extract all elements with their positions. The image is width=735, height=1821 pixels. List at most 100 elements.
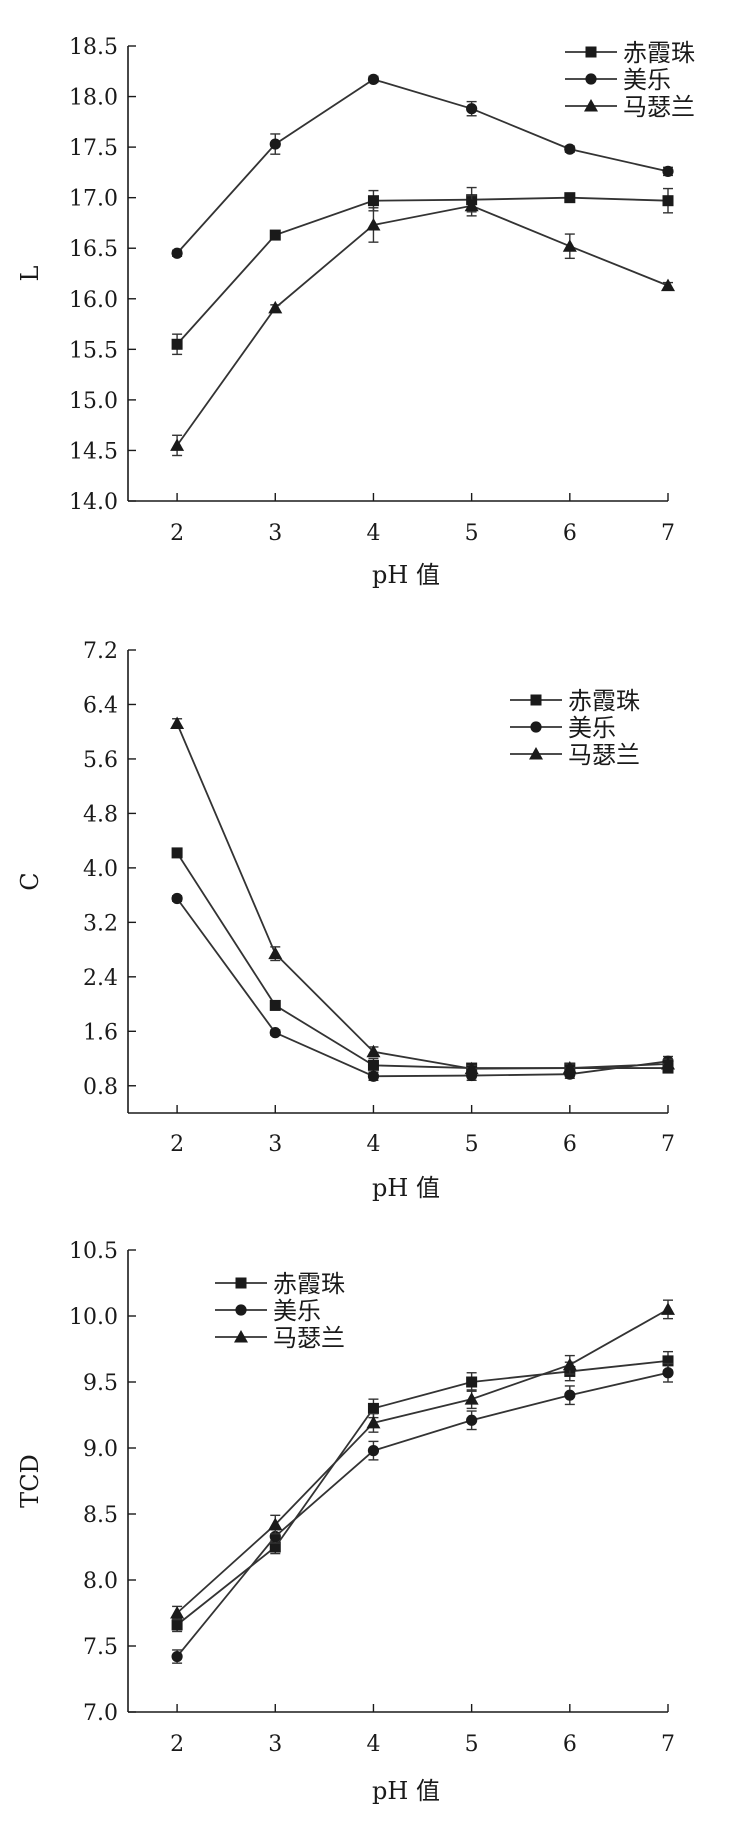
legend-item: 马瑟兰 [215,1324,345,1352]
data-point [662,1367,674,1379]
y-axis-title: L [16,265,44,281]
y-tick-label: 10.5 [69,1239,118,1264]
x-tick-label: 2 [170,521,184,546]
legend-label: 马瑟兰 [623,93,695,121]
legend-item: 马瑟兰 [565,93,695,121]
data-point [269,138,281,150]
data-point [661,278,675,292]
legend-item: 赤霞珠 [510,687,640,715]
x-axis-title: pH 值 [372,561,440,589]
y-tick-label: 15.0 [69,389,118,414]
x-axis-title: pH 值 [372,1174,440,1202]
y-tick-label: 8.5 [83,1503,118,1528]
y-tick-label: 18.5 [69,35,118,60]
legend-label: 美乐 [273,1297,321,1325]
data-point [661,1302,675,1315]
data-point [466,103,478,115]
series-square [171,1350,674,1633]
legend-item: 马瑟兰 [510,741,640,769]
x-tick-label: 5 [465,1132,479,1157]
legend-marker [585,73,597,85]
series-circle [171,1362,674,1664]
data-point [171,247,183,259]
y-tick-label: 8.0 [83,1569,118,1594]
legend-item: 美乐 [215,1297,321,1325]
legend-marker [530,721,542,733]
series-line [176,897,669,1078]
data-point [171,1619,183,1631]
y-tick-label: 6.4 [83,693,118,718]
data-point [170,1606,185,1619]
data-point [464,1392,479,1405]
series-line [176,1359,669,1626]
legend-marker [584,99,598,112]
legend-item: 美乐 [565,66,671,94]
data-point [466,1376,478,1388]
data-point [268,1517,283,1531]
x-tick-label: 3 [268,1732,282,1757]
data-point [564,1389,576,1401]
data-point [171,847,183,859]
series-triangle [170,194,675,457]
legend-label: 马瑟兰 [568,741,640,769]
data-point [367,195,379,207]
data-point [562,239,577,252]
y-tick-label: 7.5 [83,1635,118,1660]
data-point [367,1059,379,1071]
y-tick-label: 4.8 [83,802,118,827]
data-point [661,1056,675,1070]
x-tick-label: 4 [366,521,380,546]
data-point [367,1402,379,1414]
legend-marker [529,747,543,760]
y-tick-label: 10.0 [69,1305,118,1330]
y-tick-label: 17.0 [69,187,118,212]
legend-label: 马瑟兰 [273,1324,345,1352]
x-tick-label: 6 [563,521,577,546]
chart-c-vs-ph: 0.8 1.6 2.4 3.2 4.0 4.8 5.6 6.4 7.2 2 3 4 5 6 7 pH 值 C 赤霞… [16,639,675,1202]
y-tick-label: 3.2 [83,911,118,936]
legend-marker [235,1277,247,1289]
chart-l-vs-ph: 14.0 14.5 15.0 15.5 16.0 16.5 17.0 17.5 18.0 18.5… [16,35,695,589]
x-tick-label: 6 [563,1732,577,1757]
y-tick-label: 14.5 [69,439,118,464]
data-point [171,338,183,350]
data-point [269,1027,281,1039]
data-point [269,999,281,1011]
data-point [464,1061,479,1075]
axes: 14.0 14.5 15.0 15.5 16.0 16.5 17.0 17.5 18.0 18.5… [16,35,675,589]
legend-label: 赤霞珠 [623,39,695,67]
axes: 0.8 1.6 2.4 3.2 4.0 4.8 5.6 6.4 7.2 2 3 4 5 6 7 pH 值 C [16,639,675,1202]
y-tick-label: 9.5 [83,1371,118,1396]
data-point [170,716,185,730]
series-line [176,852,668,1069]
y-tick-label: 15.5 [69,338,118,363]
data-point [366,217,381,231]
legend-label: 赤霞珠 [568,687,640,715]
data-point [170,438,185,451]
legend-item: 美乐 [510,714,616,742]
data-point [464,198,479,212]
y-tick-label: 14.0 [69,490,118,515]
x-tick-label: 7 [661,1732,675,1757]
series-square [171,847,674,1074]
x-tick-label: 7 [661,1132,675,1157]
x-tick-label: 2 [170,1132,184,1157]
chart-tcd-vs-ph: 7.0 7.5 8.0 8.5 9.0 9.5 10.0 10.5 2 3 4 5 6 7 pH 值 TCD 赤… [16,1239,675,1805]
series-line [176,1371,669,1658]
x-tick-label: 3 [268,1132,282,1157]
series-line [176,196,669,345]
data-point [366,1415,381,1429]
data-point [367,1445,380,1457]
y-tick-label: 5.6 [83,748,118,773]
data-point [366,1044,381,1058]
y-tick-label: 7.2 [83,639,118,664]
x-axis-title: pH 值 [372,1777,440,1805]
data-point [269,229,281,241]
data-point [268,300,283,314]
y-tick-label: 2.4 [83,966,118,991]
legend-marker [585,46,597,58]
data-point [268,946,283,960]
y-tick-label: 0.8 [83,1075,118,1100]
